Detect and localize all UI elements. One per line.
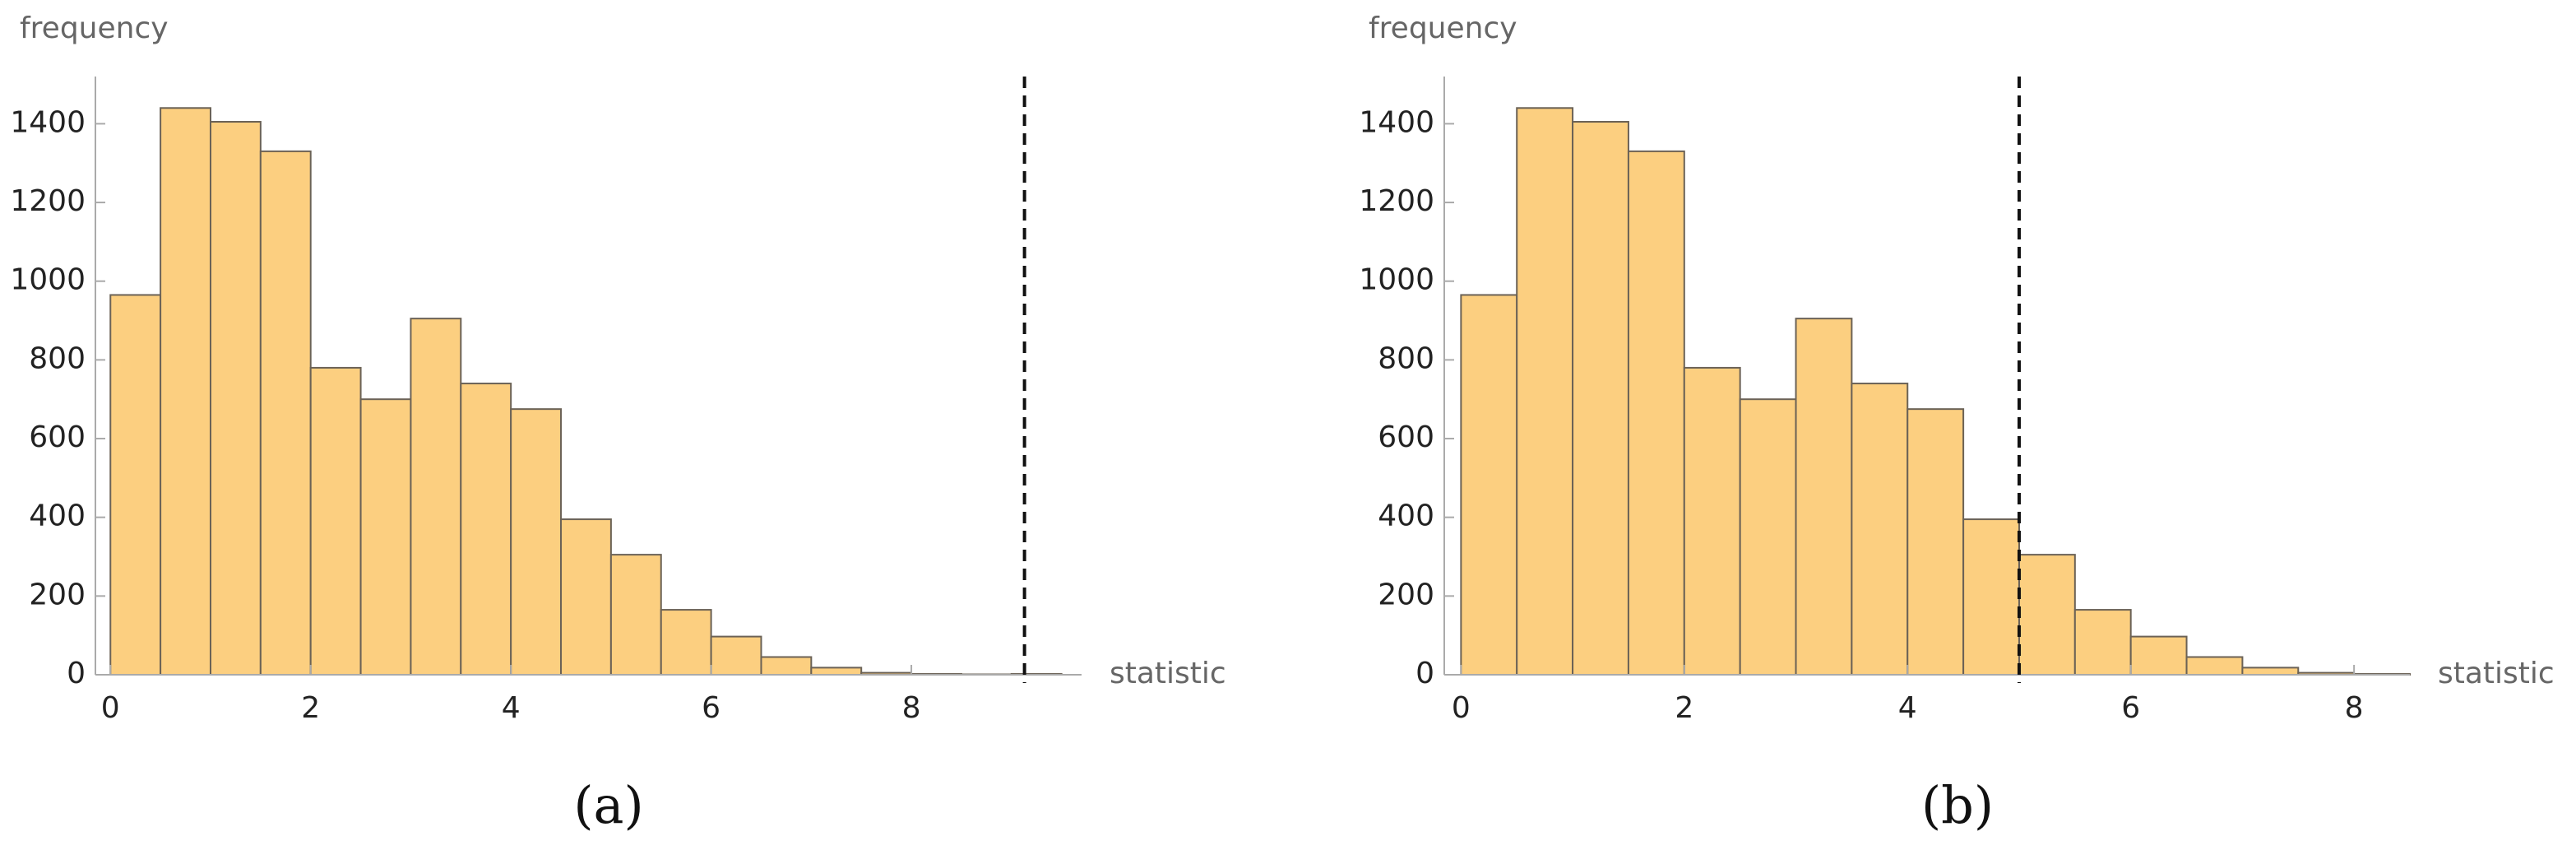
y-tick-label: 0 xyxy=(1415,657,1434,690)
y-tick-label: 1400 xyxy=(1359,105,1434,139)
bar xyxy=(710,635,762,676)
y-tick-label: 600 xyxy=(1378,420,1434,454)
y-tick-label: 1400 xyxy=(10,105,86,139)
bar xyxy=(2241,667,2300,676)
bar xyxy=(160,107,211,676)
x-axis-label: statistic xyxy=(2438,657,2555,690)
x-tick-label: 8 xyxy=(2345,691,2364,725)
bar xyxy=(560,518,612,676)
bar xyxy=(1739,398,1797,676)
bar xyxy=(510,408,563,676)
bar xyxy=(2018,554,2076,676)
bar xyxy=(209,121,262,676)
y-tick-label: 1200 xyxy=(1359,184,1434,218)
bar xyxy=(810,667,863,676)
y-tick-label: 0 xyxy=(67,657,86,690)
x-tick-label: 2 xyxy=(301,691,320,725)
bar xyxy=(1907,408,1965,676)
caption: (b) xyxy=(1921,775,1994,835)
bar xyxy=(2073,609,2132,676)
bar xyxy=(410,318,462,676)
bar xyxy=(259,150,312,676)
bar xyxy=(1627,150,1685,676)
x-tick-label: 0 xyxy=(101,691,120,725)
x-tick-label: 2 xyxy=(1675,691,1693,725)
bar xyxy=(2185,656,2244,676)
bar xyxy=(460,383,512,676)
bar xyxy=(660,609,712,676)
bar xyxy=(309,366,362,676)
bar xyxy=(760,656,813,676)
bar xyxy=(2129,635,2188,676)
y-tick-label: 1000 xyxy=(1359,263,1434,297)
x-tick-label: 4 xyxy=(502,691,521,725)
caption: (a) xyxy=(573,775,643,835)
x-tick-label: 6 xyxy=(702,691,720,725)
y-axis-label: frequency xyxy=(1369,12,1517,45)
y-tick-label: 800 xyxy=(29,341,86,375)
x-axis-label: statistic xyxy=(1110,657,1226,690)
y-tick-label: 200 xyxy=(29,578,86,611)
x-tick-label: 4 xyxy=(1898,691,1917,725)
bar xyxy=(1683,366,1741,676)
x-tick-label: 0 xyxy=(1452,691,1471,725)
bar xyxy=(359,398,412,676)
bar xyxy=(1962,518,2020,676)
bar xyxy=(1572,121,1629,676)
bar xyxy=(109,294,162,676)
bar xyxy=(1460,294,1518,676)
y-tick-label: 200 xyxy=(1378,578,1434,611)
bar xyxy=(1851,383,1909,676)
bar xyxy=(609,554,662,676)
y-tick-label: 1000 xyxy=(10,263,86,297)
bar xyxy=(1795,318,1853,676)
y-tick-label: 400 xyxy=(29,499,86,533)
y-tick-label: 1200 xyxy=(10,184,86,218)
x-tick-label: 6 xyxy=(2121,691,2140,725)
y-axis-label: frequency xyxy=(20,12,169,45)
y-tick-label: 400 xyxy=(1378,499,1434,533)
y-tick-label: 800 xyxy=(1378,341,1434,375)
x-tick-label: 8 xyxy=(902,691,921,725)
bar xyxy=(1516,107,1574,676)
y-tick-label: 600 xyxy=(29,420,86,454)
